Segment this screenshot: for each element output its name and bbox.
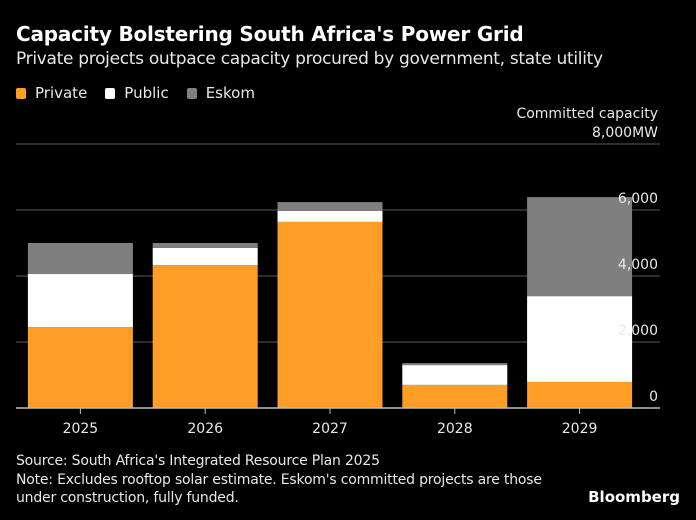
- bar-segment-public: [277, 210, 383, 222]
- bar-segment-private: [527, 381, 633, 408]
- x-tick-label: 2028: [437, 421, 473, 437]
- x-axis: 2025 2026 2027 2028 2029: [16, 407, 660, 437]
- legend-item-eskom: Eskom: [186, 84, 255, 102]
- y-tick-label: 2,000: [618, 323, 658, 339]
- chart-subtitle: Private projects outpace capacity procur…: [16, 49, 603, 69]
- y-tick-label: 0: [649, 389, 658, 405]
- bar-segment-public: [152, 247, 258, 266]
- legend-swatch-public: [105, 87, 116, 99]
- bars: [27, 197, 633, 408]
- footnote-line-1: Note: Excludes rooftop solar estimate. E…: [16, 472, 542, 488]
- legend: Private Public Eskom: [16, 84, 273, 102]
- x-tick-label: 2027: [312, 421, 348, 437]
- legend-label-private: Private: [35, 84, 88, 102]
- legend-label-public: Public: [124, 84, 169, 102]
- bar-segment-public: [27, 274, 133, 328]
- x-tick-label: 2026: [187, 421, 223, 437]
- bar-segment-eskom: [277, 202, 383, 211]
- y-axis-title: Committed capacity: [516, 106, 658, 122]
- chart-title: Capacity Bolstering South Africa's Power…: [16, 22, 524, 46]
- bar-segment-private: [152, 265, 258, 408]
- x-tick-label: 2029: [562, 421, 598, 437]
- bloomberg-logo: Bloomberg: [588, 488, 680, 506]
- bar-segment-eskom: [402, 363, 508, 366]
- footnote-line-2: under construction, fully funded.: [16, 490, 239, 506]
- y-tick-label: 8,000MW: [592, 125, 658, 141]
- bar-segment-private: [27, 327, 133, 408]
- legend-item-private: Private: [16, 84, 87, 102]
- bar-segment-private: [277, 221, 383, 408]
- legend-item-public: Public: [105, 84, 169, 102]
- bar-segment-private: [402, 384, 508, 408]
- bar-segment-eskom: [152, 243, 258, 248]
- legend-label-eskom: Eskom: [205, 84, 255, 102]
- legend-swatch-private: [16, 87, 26, 99]
- bar-segment-public: [402, 365, 508, 385]
- bar-segment-public: [527, 296, 633, 382]
- y-tick-labels: 0 2,000 4,000 6,000 8,000MW: [592, 125, 658, 405]
- bar-segment-eskom: [27, 243, 133, 275]
- legend-swatch-eskom: [186, 87, 197, 99]
- y-tick-label: 4,000: [618, 257, 658, 273]
- bar-segment-eskom: [527, 197, 633, 297]
- y-tick-label: 6,000: [618, 191, 658, 207]
- x-tick-label: 2025: [63, 421, 99, 437]
- source-note: Source: South Africa's Integrated Resour…: [16, 453, 380, 469]
